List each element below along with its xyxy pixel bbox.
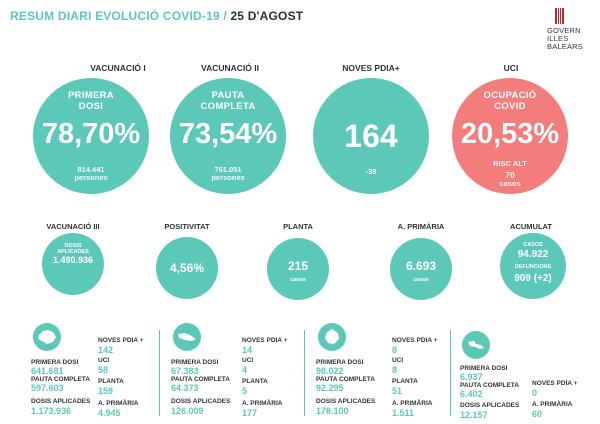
title-main: RESUM DIARI EVOLUCIÓ COVID-19 / [10, 9, 231, 23]
mallorca-pdia: 142 [98, 345, 114, 355]
mallorca-pauta: 597.603 [31, 383, 64, 393]
value-uci-ocupacio: 20,53% [460, 118, 560, 150]
formentera-primera: 6.937 [460, 372, 483, 382]
eivissa-primaria: 1.511 [392, 408, 415, 418]
value-pauta-completa: 73,54% [178, 118, 278, 150]
formentera-icon [462, 331, 490, 359]
value-defuncions: 909 (+2) [514, 273, 552, 284]
menorca-primera: 67.383 [171, 366, 199, 376]
sub-risc: RISC ALT [493, 159, 527, 168]
label-defuncions: DEFUNCIONS [514, 264, 552, 270]
heading-vacunacio-ii: VACUNACIÓ II [201, 63, 259, 73]
eivissa-uci: 8 [392, 365, 398, 375]
circle-planta: 215 casos [267, 238, 329, 300]
divider [304, 330, 305, 416]
eivissa-planta: 51 [392, 386, 403, 396]
label-primera: PRIMERA [68, 90, 114, 101]
mallorca-icon [33, 323, 61, 351]
formentera-pdia: 0 [532, 388, 538, 398]
heading-vacunacio-iii: VACUNACIÓ III [46, 222, 100, 231]
formentera-dosis: 12.157 [460, 410, 488, 420]
logo-text: GOVERN ILLES BALEARS [547, 26, 583, 51]
label-completa: COMPLETA [200, 101, 256, 112]
mallorca-primera: 641.681 [31, 366, 64, 376]
circle-acumulat: CASOS 94.922 DEFUNCIONS 909 (+2) [500, 233, 566, 299]
sub-casos-label: casos [499, 179, 521, 188]
eivissa-icon [318, 323, 346, 351]
circle-a-primaria: 6.693 casos [390, 238, 452, 300]
label-dosi: DOSI [78, 101, 104, 112]
menorca-planta: 5 [242, 386, 248, 396]
title-date: 25 D'AGOST [230, 9, 304, 23]
heading-acumulat: ACUMULAT [510, 222, 552, 231]
mallorca-primaria: 4.945 [98, 408, 121, 418]
heading-uci: UCI [503, 63, 519, 73]
circle-vacunacio-i: PRIMERA DOSI 78,70% 814.441 persones [33, 78, 149, 194]
value-dosis-aplicades: 1.490.936 [52, 255, 94, 265]
value-positivitat: 4,56% [169, 261, 205, 275]
divider [450, 330, 451, 416]
label-pauta: PAUTA [211, 90, 245, 101]
sub-persones-label: persones [74, 173, 108, 182]
label-casos-acum: CASOS [523, 242, 543, 248]
heading-vacunacio-i: VACUNACIÓ I [90, 63, 146, 73]
menorca-pauta: 64.373 [171, 383, 199, 393]
sub-persones-label: persones [211, 173, 245, 182]
menorca-primaria: 177 [242, 408, 258, 418]
sub-casos-count: 70 [505, 170, 515, 180]
menorca-icon [173, 323, 201, 351]
eivissa-pauta: 92.295 [316, 383, 344, 393]
formentera-primaria: 60 [532, 409, 543, 419]
mallorca-dosis: 1.173.936 [31, 406, 72, 416]
value-a-primaria: 6.693 [405, 259, 437, 273]
circle-vacunacio-iii: DOSIS APLICADES [42, 233, 104, 295]
eivissa-pdia: 8 [392, 345, 398, 355]
value-primera-dosi: 78,70% [41, 118, 141, 150]
menorca-dosis: 126.009 [171, 406, 204, 416]
govern-logo: GOVERN ILLES BALEARS [547, 8, 597, 58]
formentera-pauta: 6.402 [460, 389, 483, 399]
circle-uci: OCUPACIÓ COVID 20,53% RISC ALT 70 casos [452, 78, 568, 194]
eivissa-primera: 98.022 [316, 366, 344, 376]
label-casos: casos [290, 277, 306, 283]
value-planta: 215 [287, 259, 309, 273]
value-casos-acum: 94.922 [517, 249, 549, 260]
circle-noves-pdia: 164 -38 [313, 78, 429, 194]
heading-positivitat: POSITIVITAT [164, 222, 210, 231]
govern-emblem-icon [555, 8, 564, 24]
mallorca-uci: 58 [98, 365, 109, 375]
heading-planta: PLANTA [283, 222, 313, 231]
menorca-uci: 4 [242, 365, 248, 375]
sub-persones-count: 761.051 [214, 165, 242, 174]
circle-vacunacio-ii: PAUTA COMPLETA 73,54% 761.051 persones [170, 78, 286, 194]
heading-noves-pdia: NOVES PDIA+ [342, 63, 400, 73]
menorca-pdia: 14 [242, 345, 253, 355]
sub-diff: -38 [365, 167, 377, 176]
label-ocupacio: OCUPACIÓ [483, 90, 537, 101]
sub-persones-count: 814.441 [77, 165, 105, 174]
label-covid: COVID [494, 101, 526, 112]
mallorca-planta: 159 [98, 386, 114, 396]
heading-a-primaria: A. PRIMÀRIA [397, 222, 445, 231]
label-casos: casos [413, 277, 429, 283]
circle-positivitat: 4,56% [156, 237, 218, 299]
value-noves-pdia: 164 [344, 118, 398, 154]
page-title: RESUM DIARI EVOLUCIÓ COVID-19 / 25 D'AGO… [10, 9, 303, 23]
eivissa-dosis: 178.100 [316, 406, 349, 416]
divider [159, 330, 160, 416]
